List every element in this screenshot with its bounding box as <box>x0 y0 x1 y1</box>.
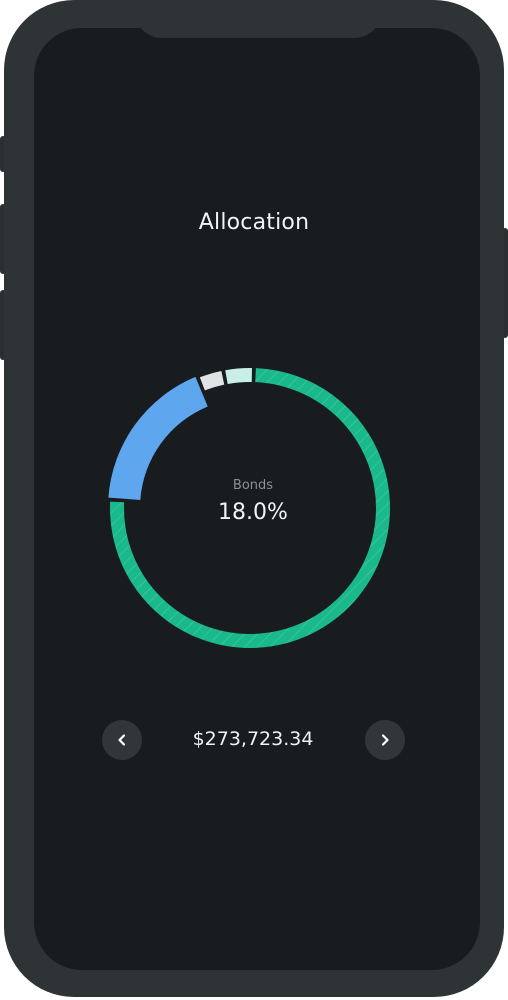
phone-notch <box>134 0 382 38</box>
device-volume-down <box>0 290 6 360</box>
allocation-donut-chart <box>108 368 391 648</box>
phone-screen <box>34 28 480 970</box>
previous-button[interactable] <box>102 720 142 760</box>
donut-segment-2[interactable] <box>108 376 208 500</box>
phone-frame <box>4 0 504 997</box>
donut-segment-4[interactable] <box>225 368 252 384</box>
chevron-right-icon <box>381 734 389 746</box>
chevron-left-icon <box>118 734 126 746</box>
donut-segment-3[interactable] <box>199 370 225 391</box>
device-volume-up <box>0 204 6 274</box>
balance-amount: $273,723.34 <box>192 728 314 750</box>
selected-segment-label: Bonds <box>232 478 274 493</box>
next-button[interactable] <box>365 720 405 760</box>
device-mute-switch <box>0 136 6 172</box>
selected-segment-value: 18.0% <box>218 500 288 525</box>
page-title: Allocation <box>198 210 310 235</box>
device-power-button <box>502 228 508 338</box>
